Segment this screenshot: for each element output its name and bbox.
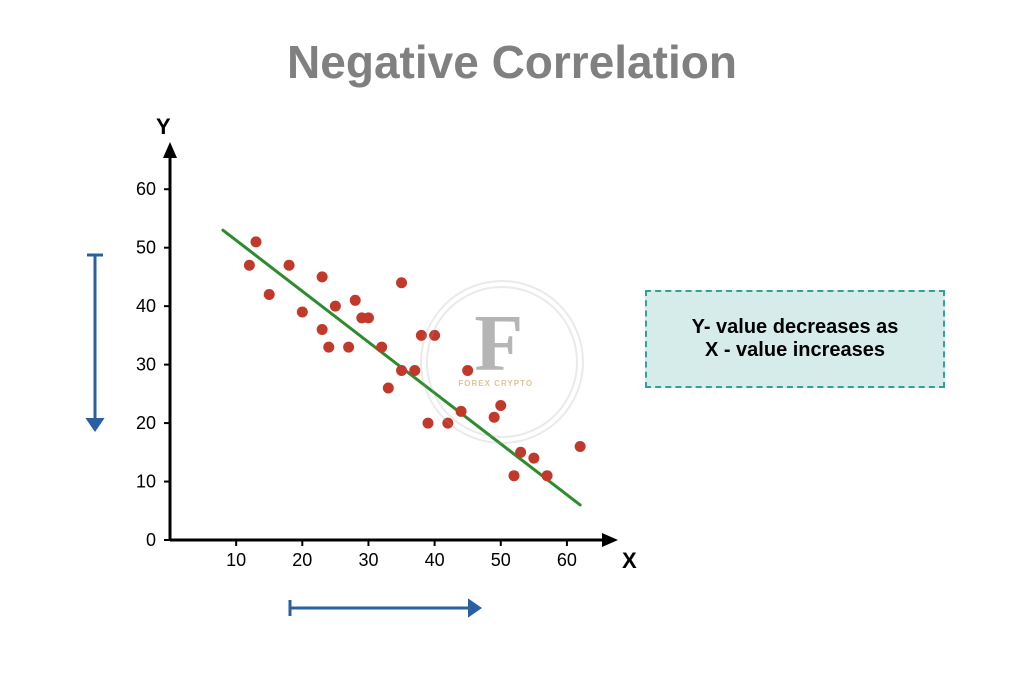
svg-text:40: 40: [136, 296, 156, 316]
svg-text:Y: Y: [156, 114, 171, 139]
svg-text:20: 20: [136, 413, 156, 433]
svg-text:30: 30: [136, 355, 156, 375]
svg-text:40: 40: [425, 550, 445, 570]
svg-text:10: 10: [136, 472, 156, 492]
svg-text:0: 0: [146, 530, 156, 550]
svg-text:50: 50: [136, 238, 156, 258]
svg-text:30: 30: [358, 550, 378, 570]
svg-text:60: 60: [557, 550, 577, 570]
callout-line2: X - value increases: [659, 339, 931, 362]
explanation-callout: Y- value decreases as X - value increase…: [645, 290, 945, 388]
svg-text:20: 20: [292, 550, 312, 570]
svg-text:10: 10: [226, 550, 246, 570]
callout-line1: Y- value decreases as: [659, 316, 931, 339]
svg-text:60: 60: [136, 179, 156, 199]
svg-text:X: X: [622, 548, 637, 573]
svg-text:50: 50: [491, 550, 511, 570]
